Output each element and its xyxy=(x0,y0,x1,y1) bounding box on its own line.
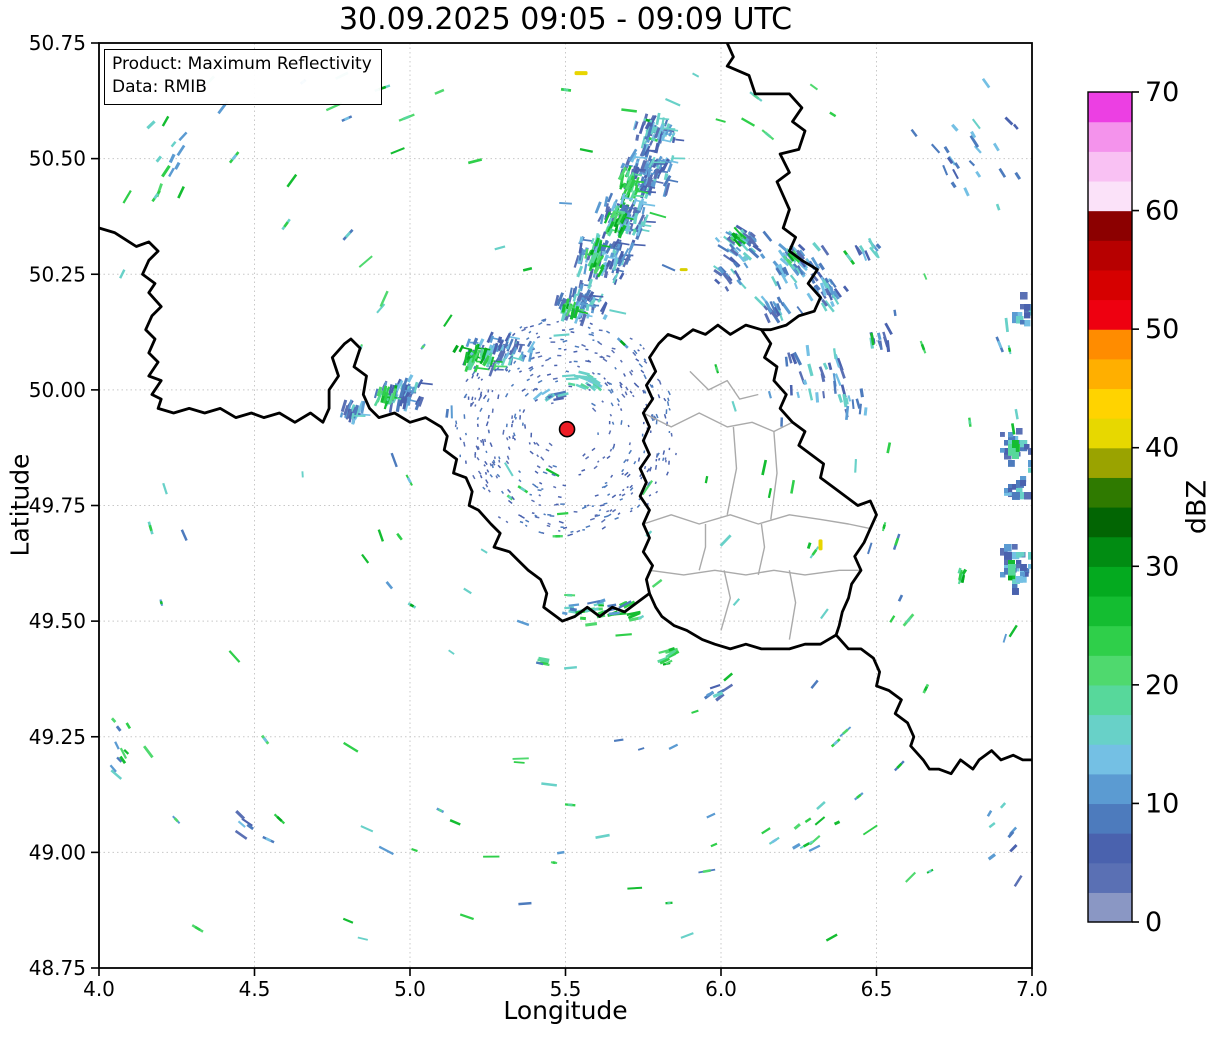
colorbar-tick-label: 30 xyxy=(1145,551,1179,582)
x-axis-label: Longitude xyxy=(503,996,628,1025)
y-tick-label: 49.75 xyxy=(29,494,86,518)
product-info-box: Product: Maximum Reflectivity Data: RMIB xyxy=(104,49,382,105)
x-tick-label: 4.5 xyxy=(239,977,271,1001)
grid-lines xyxy=(99,43,1032,968)
colorbar-tick-label: 70 xyxy=(1145,77,1179,108)
district-border-line xyxy=(720,570,731,631)
yellow-echo-speck xyxy=(679,268,688,272)
district-border-line xyxy=(757,523,766,576)
y-tick-label: 49.50 xyxy=(29,609,86,633)
x-tick-label: 6.5 xyxy=(861,977,893,1001)
y-tick-label: 50.75 xyxy=(29,31,86,55)
y-axis-label: Latitude xyxy=(5,453,35,557)
y-tick-label: 48.75 xyxy=(29,956,86,980)
map-borders xyxy=(99,43,1032,776)
colorbar-tick-label: 10 xyxy=(1145,788,1179,819)
district-border-line xyxy=(726,426,738,515)
country-border-line xyxy=(725,43,822,332)
district-border-line xyxy=(698,524,707,571)
axis-ticks: 4.0 4.5 5.0 5.5 6.0 6.5 7.0 48.75 49.00 49.25 49.5… xyxy=(29,31,1048,1001)
data-source-line: Data: RMIB xyxy=(112,77,207,97)
y-tick-label: 49.00 xyxy=(29,840,86,864)
plot-title: 30.09.2025 09:05 - 09:09 UTC xyxy=(338,2,793,37)
yellow-echo-speck xyxy=(818,539,823,551)
colorbar-tick-label: 20 xyxy=(1145,670,1179,701)
country-border-line xyxy=(834,633,1032,776)
district-border-line xyxy=(689,370,759,400)
district-border-line xyxy=(788,570,797,640)
colorbar-label: dBZ xyxy=(1181,479,1213,535)
colorbar-tick-label: 40 xyxy=(1145,433,1179,464)
y-tick-label: 49.25 xyxy=(29,725,86,749)
district-border-line xyxy=(770,431,778,520)
x-tick-label: 5.0 xyxy=(394,977,426,1001)
x-tick-label: 5.5 xyxy=(550,977,582,1001)
colorbar: 0 10 20 30 40 50 60 70 xyxy=(1087,77,1179,938)
yellow-echo-speck xyxy=(574,71,588,76)
radar-site-marker xyxy=(558,420,576,438)
district-border-line xyxy=(649,569,861,576)
y-tick-label: 50.00 xyxy=(29,378,86,402)
product-name-line: Product: Maximum Reflectivity xyxy=(112,54,372,74)
x-tick-label: 4.0 xyxy=(83,977,115,1001)
colorbar-tick-label: 60 xyxy=(1145,196,1179,227)
colorbar-tick-label: 0 xyxy=(1145,907,1162,938)
y-tick-label: 50.25 xyxy=(29,262,86,286)
country-border-line xyxy=(638,323,878,651)
colorbar-tick-label: 50 xyxy=(1145,314,1179,345)
radar-echoes xyxy=(109,71,1032,942)
district-border-line xyxy=(643,514,871,530)
y-tick-label: 50.50 xyxy=(29,147,86,171)
x-tick-label: 7.0 xyxy=(1016,977,1048,1001)
country-border-line xyxy=(99,226,651,623)
x-tick-label: 6.0 xyxy=(705,977,737,1001)
